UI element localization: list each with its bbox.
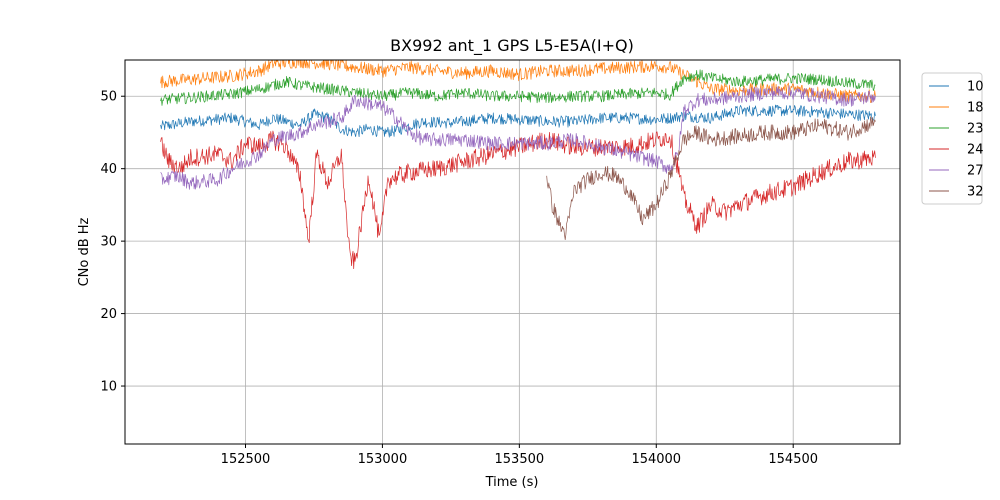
legend-label-18: 18 — [967, 101, 984, 116]
x-tick-label: 154000 — [631, 452, 681, 467]
series-lines — [160, 60, 876, 270]
legend-label-23: 23 — [967, 122, 984, 137]
y-tick-label: 10 — [100, 380, 117, 395]
series-line-27 — [160, 85, 876, 190]
series-line-18 — [160, 60, 876, 103]
y-tick-label: 30 — [100, 235, 117, 250]
x-tick-label: 153500 — [495, 452, 545, 467]
series-line-10 — [160, 104, 876, 138]
legend-box — [921, 72, 983, 205]
legend-label-27: 27 — [967, 164, 984, 179]
axis-ticks: 152500 153000 153500 154000 154500 10 20 30 40 50 — [100, 90, 818, 467]
legend-label-24: 24 — [967, 143, 984, 158]
plot-frame — [124, 59, 901, 445]
x-tick-label: 152500 — [221, 452, 271, 467]
series-line-32 — [546, 116, 876, 241]
y-tick-label: 40 — [100, 162, 117, 177]
grid — [125, 60, 900, 444]
legend-label-10: 10 — [967, 80, 984, 95]
y-axis-label: CNo dB Hz — [77, 217, 92, 286]
x-tick-label: 153000 — [358, 452, 408, 467]
series-line-24 — [160, 130, 876, 270]
y-tick-label: 50 — [100, 90, 117, 105]
x-tick-label: 154500 — [768, 452, 818, 467]
series-line-23 — [160, 69, 876, 106]
y-tick-label: 20 — [100, 307, 117, 322]
x-axis-label: Time (s) — [485, 475, 539, 490]
legend: 10 18 23 24 27 32 — [921, 72, 984, 205]
chart-title: BX992 ant_1 GPS L5-E5A(I+Q) — [390, 36, 634, 56]
legend-label-32: 32 — [967, 185, 984, 200]
